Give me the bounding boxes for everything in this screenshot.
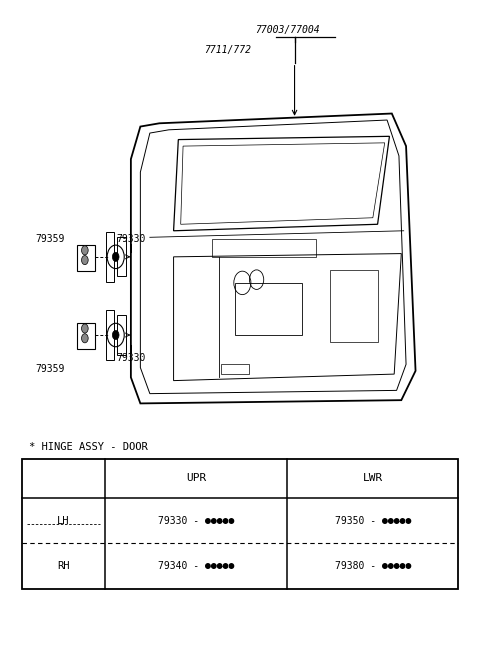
Text: LWR: LWR bbox=[363, 473, 383, 484]
Circle shape bbox=[112, 252, 119, 261]
Circle shape bbox=[107, 323, 124, 347]
Bar bbox=[212, 238, 316, 257]
Circle shape bbox=[112, 330, 119, 340]
Text: RH: RH bbox=[57, 561, 70, 572]
Text: 79330: 79330 bbox=[116, 353, 145, 363]
Bar bbox=[77, 323, 95, 350]
Circle shape bbox=[82, 324, 88, 333]
Bar bbox=[77, 245, 95, 271]
Text: 79359: 79359 bbox=[36, 364, 65, 374]
Text: UPR: UPR bbox=[186, 473, 206, 484]
Bar bbox=[106, 232, 114, 282]
Text: 79340 - ●●●●●: 79340 - ●●●●● bbox=[158, 561, 234, 572]
Bar bbox=[106, 310, 114, 360]
Bar bbox=[330, 270, 378, 342]
Text: 79359: 79359 bbox=[36, 234, 65, 244]
Circle shape bbox=[82, 334, 88, 343]
Bar bbox=[117, 315, 126, 355]
Bar bbox=[22, 459, 458, 589]
Text: 77003/77004: 77003/77004 bbox=[255, 25, 320, 35]
Text: 7711/772: 7711/772 bbox=[204, 45, 252, 55]
Text: * HINGE ASSY - DOOR: * HINGE ASSY - DOOR bbox=[29, 442, 148, 452]
Circle shape bbox=[82, 246, 88, 255]
Text: 79380 - ●●●●●: 79380 - ●●●●● bbox=[335, 561, 411, 572]
Text: 79350 - ●●●●●: 79350 - ●●●●● bbox=[335, 516, 411, 526]
Text: LH: LH bbox=[57, 516, 70, 526]
Circle shape bbox=[107, 245, 124, 269]
Text: 79330: 79330 bbox=[116, 234, 145, 244]
Circle shape bbox=[82, 256, 88, 265]
Bar bbox=[221, 365, 250, 374]
Bar bbox=[235, 283, 301, 335]
Text: 79330 - ●●●●●: 79330 - ●●●●● bbox=[158, 516, 234, 526]
Bar bbox=[117, 237, 126, 277]
